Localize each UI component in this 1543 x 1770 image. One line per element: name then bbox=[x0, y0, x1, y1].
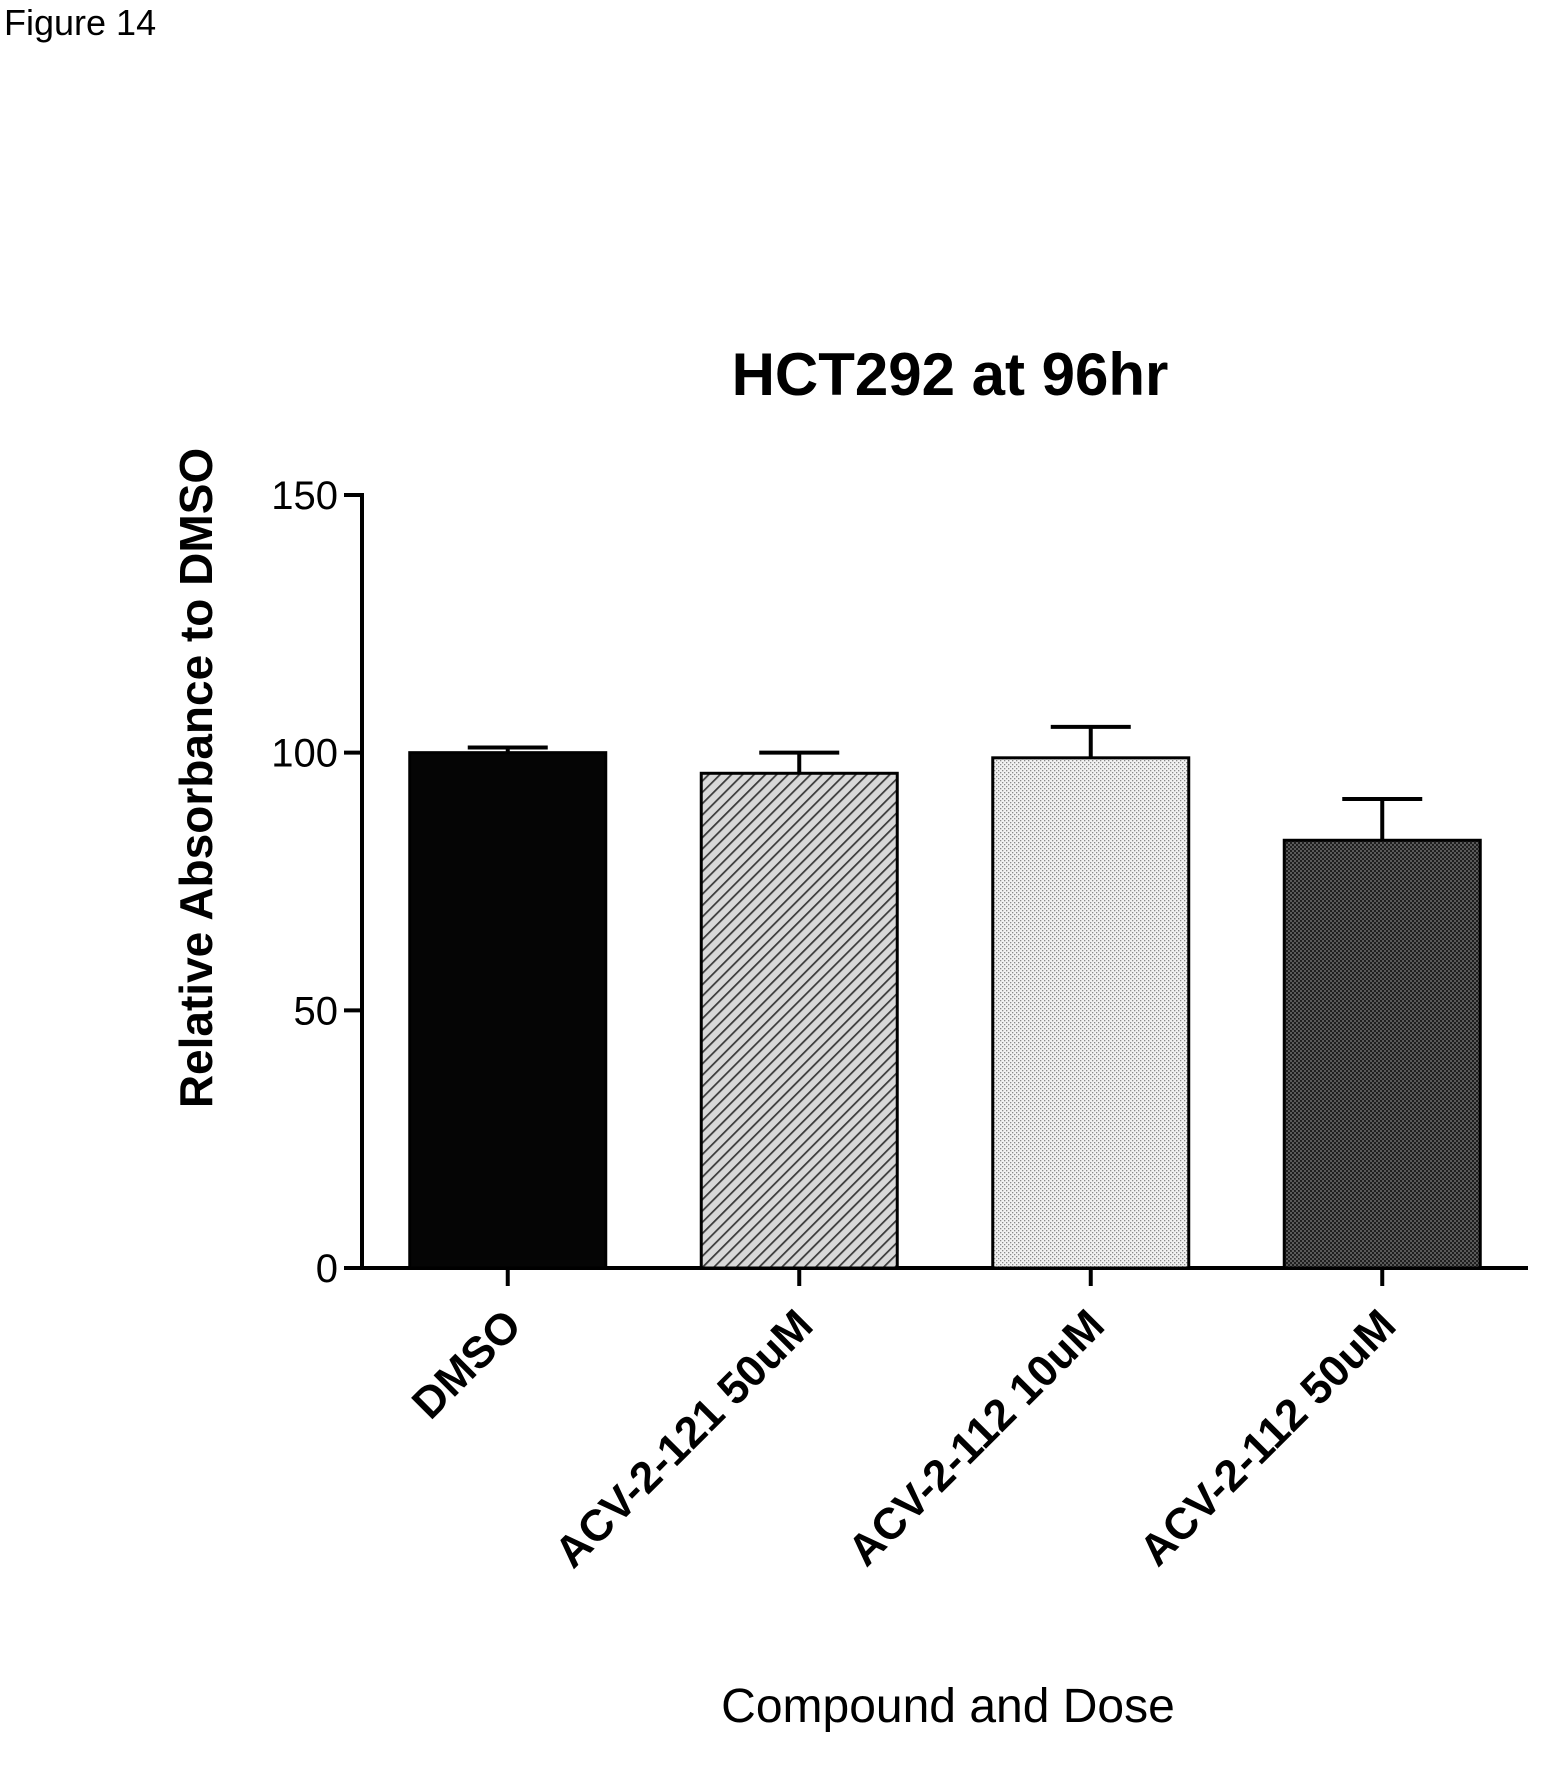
x-ticks: DMSO ACV-2-121 50uM ACV-2-112 10uM ACV-2-11… bbox=[403, 1268, 1405, 1577]
bar-4 bbox=[1282, 838, 1482, 1270]
y-axis-label: Relative Absorbance to DMSO bbox=[170, 448, 222, 1108]
y-tick-label: 50 bbox=[294, 989, 339, 1033]
y-tick-label: 0 bbox=[316, 1247, 338, 1291]
x-tick-label: ACV-2-112 50uM bbox=[1130, 1300, 1405, 1575]
bar-1 bbox=[408, 751, 608, 1270]
x-axis-label: Compound and Dose bbox=[721, 1680, 1175, 1733]
x-tick-label: DMSO bbox=[403, 1300, 531, 1428]
y-tick-label: 150 bbox=[271, 474, 338, 518]
figure-label: Figure 14 bbox=[4, 2, 157, 43]
chart-title: HCT292 at 96hr bbox=[732, 341, 1169, 408]
bar-3 bbox=[991, 756, 1191, 1270]
x-tick-label: ACV-2-112 10uM bbox=[839, 1300, 1114, 1575]
bar-2 bbox=[699, 771, 899, 1270]
y-tick-label: 100 bbox=[271, 732, 338, 776]
error-bars bbox=[467, 724, 1423, 841]
bars bbox=[408, 751, 1482, 1270]
x-tick-label: ACV-2-121 50uM bbox=[546, 1300, 823, 1577]
y-ticks: 0 50 100 150 bbox=[271, 474, 362, 1291]
